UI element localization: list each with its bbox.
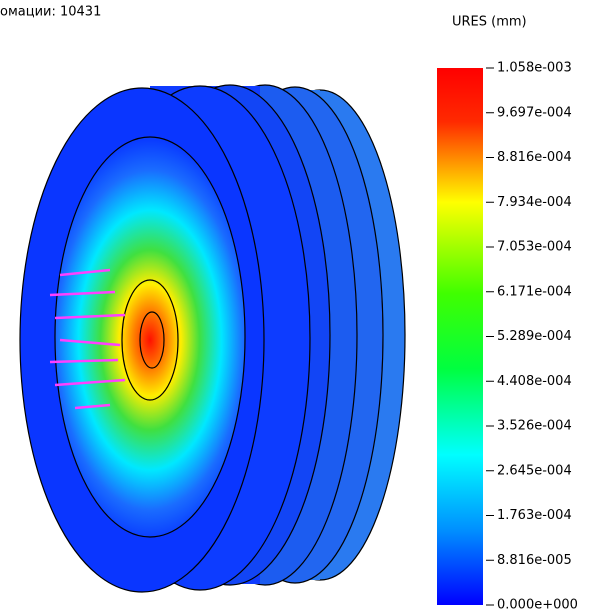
page: омации: 10431 URES (mm) 1.058e-003 9.697e…: [0, 0, 601, 612]
legend-label: 4.408e-004: [497, 374, 572, 389]
legend-label: 1.058e-003: [497, 61, 572, 76]
result-view: омации: 10431 URES (mm) 1.058e-003 9.697e…: [0, 0, 601, 612]
legend-label: 7.053e-004: [497, 240, 572, 255]
legend-labels: 1.058e-003 9.697e-004 8.816e-004 7.934e-004…: [486, 61, 578, 612]
legend-label: 5.289e-004: [497, 329, 572, 344]
caption: омации: 10431: [0, 5, 101, 20]
legend-label: 2.645e-004: [497, 463, 572, 478]
legend-label: 3.526e-004: [497, 419, 572, 434]
legend-label: 8.816e-004: [497, 150, 572, 165]
legend-label: 0.000e+000: [497, 598, 578, 612]
legend-label: 1.763e-004: [497, 508, 572, 523]
legend-label: 6.171e-004: [497, 284, 572, 299]
legend-title: URES (mm): [452, 15, 527, 30]
legend-label: 9.697e-004: [497, 105, 572, 120]
color-scale: [437, 68, 483, 605]
legend-label: 7.934e-004: [497, 195, 572, 210]
wheel-model: [20, 85, 405, 592]
legend-label: 8.816e-005: [497, 553, 572, 568]
